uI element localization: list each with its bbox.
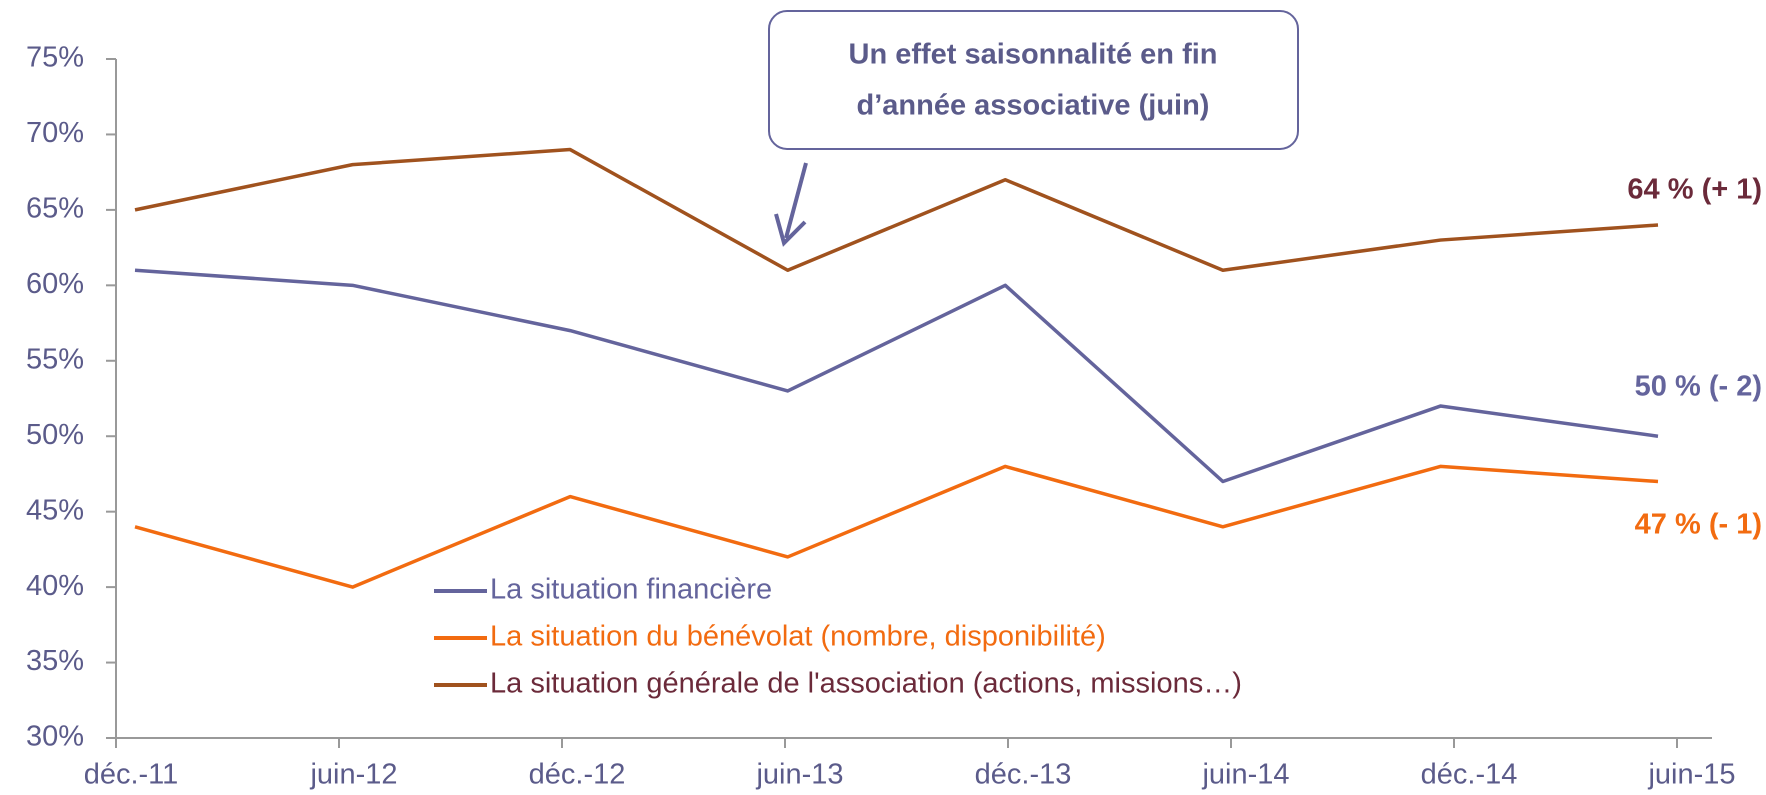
y-tick-label: 75% — [26, 42, 84, 74]
y-tick-label: 65% — [26, 193, 84, 225]
x-tick-label: déc.-12 — [529, 759, 626, 791]
x-tick-label: juin-12 — [309, 759, 397, 791]
callout-text: Un effet saisonnalité en fin — [849, 39, 1218, 71]
x-tick-label: juin-13 — [755, 759, 843, 791]
x-tick-label: juin-15 — [1647, 759, 1735, 791]
end-label: 64 % (+ 1) — [1627, 174, 1762, 206]
x-tick-label: juin-14 — [1201, 759, 1289, 791]
x-tick-label: déc.-14 — [1421, 759, 1518, 791]
y-tick-label: 35% — [26, 645, 84, 677]
y-tick-label: 50% — [26, 419, 84, 451]
series-line — [134, 268, 1659, 484]
end-label: 47 % (- 1) — [1635, 509, 1762, 541]
legend-label: La situation financière — [490, 574, 772, 606]
end-label: 50 % (- 2) — [1635, 371, 1762, 403]
x-tick-label: déc.-11 — [84, 759, 179, 791]
callout-box — [768, 10, 1299, 150]
series-line — [134, 147, 1659, 272]
y-tick-label: 30% — [26, 721, 84, 753]
callout-text: d’année associative (juin) — [857, 90, 1210, 122]
x-tick-label: déc.-13 — [975, 759, 1072, 791]
series-line — [134, 464, 1659, 589]
y-tick-label: 45% — [26, 494, 84, 526]
legend-label: La situation générale de l'association (… — [490, 668, 1242, 700]
y-tick-label: 40% — [26, 570, 84, 602]
callout-arrow — [784, 162, 808, 239]
y-tick-label: 55% — [26, 343, 84, 375]
y-tick-label: 70% — [26, 117, 84, 149]
legend-label: La situation du bénévolat (nombre, dispo… — [490, 621, 1106, 653]
y-tick-label: 60% — [26, 268, 84, 300]
callout-arrowhead — [774, 213, 807, 247]
